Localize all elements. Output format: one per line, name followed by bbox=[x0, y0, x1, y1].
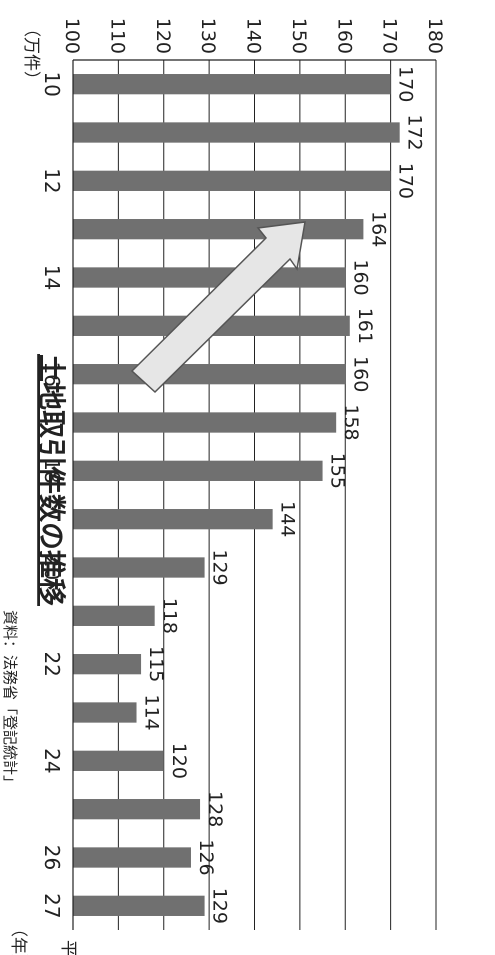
x-tick-label: 26 bbox=[40, 845, 64, 870]
bar bbox=[73, 654, 142, 675]
y-tick-labels: 100 110 120 130 140 150 160 170 180 bbox=[61, 18, 446, 54]
data-label: 170 bbox=[395, 66, 417, 102]
data-label: 115 bbox=[145, 646, 167, 682]
bar bbox=[73, 750, 164, 771]
x-tick-label: 16 bbox=[40, 361, 64, 386]
x-tick-label: 14 bbox=[40, 265, 64, 290]
x-unit-label: （年） bbox=[8, 920, 28, 955]
data-labels: 170 172 170 164 160 161 160 158 155 144 129 118 115 1… bbox=[141, 66, 426, 924]
bar bbox=[73, 267, 346, 288]
x-tick-label: 10 bbox=[40, 71, 64, 96]
x-tick-label: 22 bbox=[40, 651, 64, 676]
data-label: 128 bbox=[204, 791, 226, 827]
bar bbox=[72, 122, 400, 143]
y-tick-label: 130 bbox=[197, 18, 219, 54]
x-tick-labels: 10 12 14 16 18 20 22 24 26 27 bbox=[40, 71, 64, 918]
data-label: 114 bbox=[141, 694, 163, 730]
y-tick-label: 170 bbox=[379, 18, 401, 54]
bars bbox=[72, 74, 400, 916]
bar bbox=[72, 799, 201, 820]
data-label: 118 bbox=[159, 598, 181, 634]
data-label: 164 bbox=[367, 211, 389, 247]
y-tick-label: 140 bbox=[243, 18, 265, 54]
chart-title: 土地取引件数の推移 bbox=[35, 354, 68, 606]
data-label: 160 bbox=[349, 259, 371, 295]
y-tick-label: 110 bbox=[106, 18, 128, 54]
bar bbox=[73, 74, 391, 95]
data-label: 155 bbox=[327, 453, 349, 489]
bar bbox=[73, 364, 346, 385]
x-prefix-label: 平成 bbox=[58, 940, 78, 955]
x-tick-label: 24 bbox=[40, 748, 64, 773]
data-label: 144 bbox=[277, 501, 299, 537]
data-label: 126 bbox=[195, 839, 217, 875]
data-label: 158 bbox=[340, 404, 362, 440]
bar bbox=[73, 460, 323, 481]
data-label: 160 bbox=[349, 356, 371, 392]
bar bbox=[73, 509, 273, 530]
bar bbox=[72, 702, 137, 723]
y-tick-label: 150 bbox=[288, 18, 310, 54]
y-tick-label: 120 bbox=[152, 18, 174, 54]
unit-label: （万件） bbox=[21, 20, 41, 88]
axes bbox=[72, 59, 436, 930]
data-label: 120 bbox=[168, 743, 190, 779]
bar bbox=[73, 847, 191, 868]
trend-arrow bbox=[130, 221, 306, 394]
y-tick-label: 100 bbox=[61, 18, 83, 54]
data-label: 161 bbox=[354, 308, 376, 344]
y-tick-label: 160 bbox=[333, 18, 355, 54]
bar bbox=[73, 219, 364, 240]
x-tick-label: 27 bbox=[40, 893, 64, 918]
x-tick-label: 18 bbox=[40, 458, 64, 483]
bar bbox=[73, 170, 391, 191]
gridlines bbox=[72, 60, 437, 930]
x-tick-label: 20 bbox=[40, 555, 64, 580]
data-label: 129 bbox=[209, 888, 231, 924]
bar bbox=[72, 605, 155, 626]
data-label: 129 bbox=[209, 549, 231, 585]
data-label: 172 bbox=[404, 114, 426, 150]
bar bbox=[73, 557, 205, 578]
bar bbox=[73, 412, 337, 433]
x-tick-label: 12 bbox=[40, 168, 64, 193]
data-label: 170 bbox=[395, 163, 417, 199]
bar bbox=[73, 895, 205, 916]
y-tick-label: 180 bbox=[424, 18, 446, 54]
source-note: 資料：法務省「登記統計」 bbox=[1, 610, 19, 790]
